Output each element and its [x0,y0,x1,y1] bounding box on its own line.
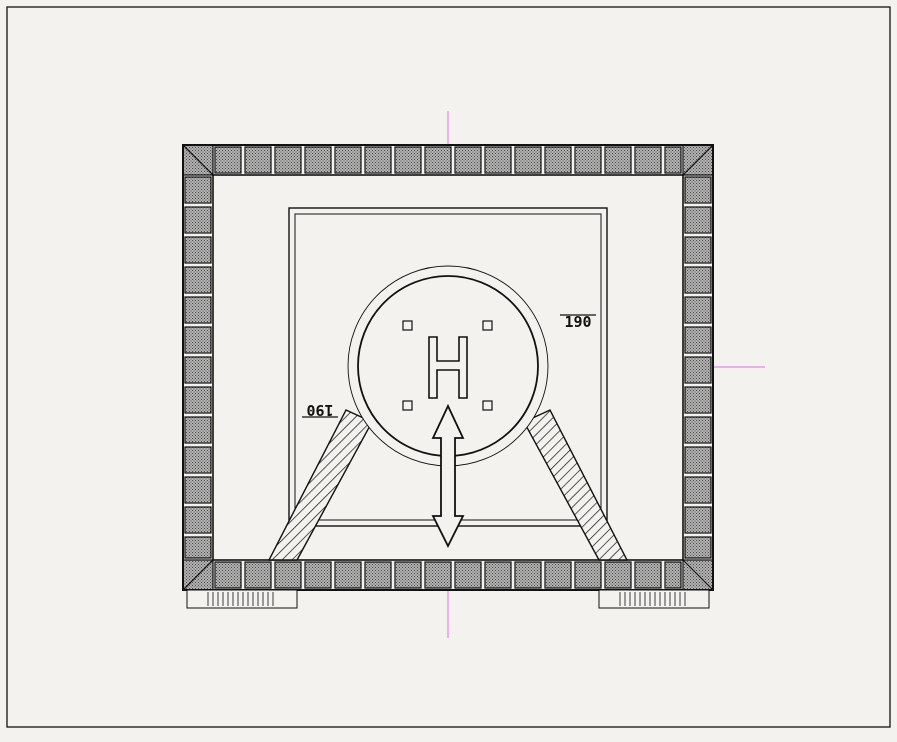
centerlines [447,111,765,638]
wall-tile-left [184,296,212,324]
wall-tile-bottom [274,561,302,589]
wall-tile-bottom [454,561,482,589]
bottom-plinths [186,589,710,609]
wall-tile-top [214,146,242,174]
wall-inner-edge [212,174,684,561]
wall-tile-left [184,476,212,504]
wall-tile-left [184,386,212,414]
wall-tile-left [184,236,212,264]
support-strut-left [267,409,373,561]
sheet-border [6,6,891,728]
wall-tile-bottom [304,561,332,589]
mitre-line [182,144,214,176]
wall-tile-top [514,146,542,174]
wall-tile-bottom [214,561,242,589]
wall-tile-top [634,146,662,174]
heading-label-right: 190 [560,313,596,331]
wall-tile-bottom [334,561,362,589]
wall-tile-left [184,506,212,534]
wall-tile-bottom [514,561,542,589]
wall-tile-top [394,146,422,174]
wall-tile-bottom [364,561,392,589]
wall-tile-left [184,176,212,204]
mitre-line [682,144,714,176]
wall-tile-left [184,446,212,474]
heading-label-left: 190 [302,401,338,419]
wall-tile-left [184,356,212,384]
wall-tile-top [604,146,632,174]
wall-tile-right [684,206,712,234]
support-strut-right [523,409,629,561]
wall-tile-right [684,296,712,324]
perimeter-wall [182,144,714,591]
mitre-line [682,559,714,591]
wall-tile-top [484,146,512,174]
wall-tile-top [424,146,452,174]
wall-tile-right [684,536,712,559]
wall-tile-top [364,146,392,174]
wall-tile-right [684,236,712,264]
wall-tile-left [184,536,212,559]
wall-tile-right [684,326,712,354]
corner-markers [402,320,493,411]
wall-tile-left [184,266,212,294]
wall-tile-top [304,146,332,174]
wall-tile-left [184,326,212,354]
wall-tile-top [454,146,482,174]
plinth-left [186,589,298,609]
wall-tile-bottom [544,561,572,589]
wall-tile-top [244,146,272,174]
wall-tile-bottom [244,561,272,589]
wall-tile-bottom [634,561,662,589]
wall-tile-top [574,146,602,174]
mitre-line [182,559,214,591]
wall-tile-right [684,416,712,444]
wall-tile-bottom [664,561,682,589]
wall-tile-top [544,146,572,174]
wall-tile-top [274,146,302,174]
helipad-h-icon [428,336,468,399]
wall-tile-right [684,476,712,504]
wall-tile-left [184,416,212,444]
wall-tile-bottom [574,561,602,589]
wall-tile-left [184,206,212,234]
svg-text:190: 190 [564,313,591,331]
wall-tile-top [334,146,362,174]
wall-tile-right [684,176,712,204]
svg-text:190: 190 [306,401,333,419]
wall-tile-right [684,446,712,474]
marker-bottom-right [482,400,493,411]
wall-tile-right [684,356,712,384]
wall-tile-right [684,506,712,534]
wall-tile-bottom [424,561,452,589]
wall-tile-right [684,386,712,414]
wall-tile-bottom [484,561,512,589]
wall-tile-right [684,266,712,294]
wall-tile-bottom [604,561,632,589]
wall-tile-bottom [394,561,422,589]
double-arrow-icon [431,403,465,549]
marker-top-right [482,320,493,331]
marker-bottom-left [402,400,413,411]
marker-top-left [402,320,413,331]
wall-outer-edge [182,144,714,591]
wall-tile-top [664,146,682,174]
plinth-right [598,589,710,609]
